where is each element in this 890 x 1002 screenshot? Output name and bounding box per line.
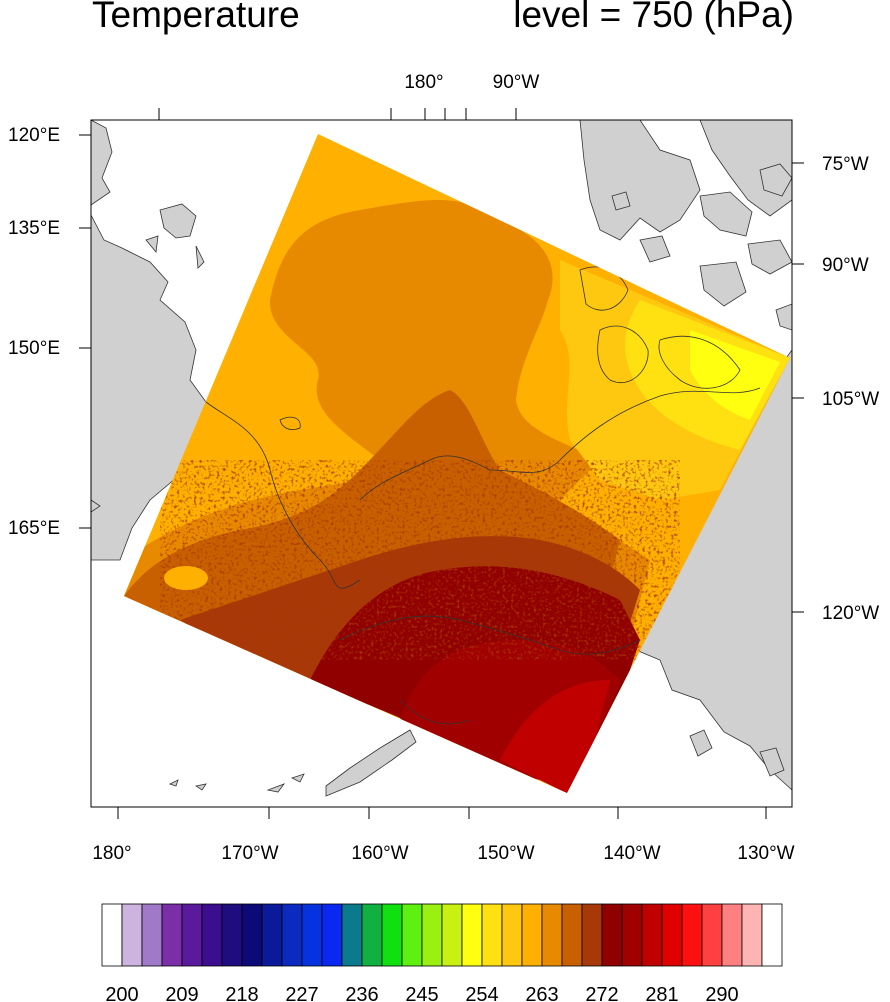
colorbar-swatch (641, 903, 663, 967)
bottom-label-180: 180° (92, 843, 131, 864)
colorbar-swatch (101, 903, 123, 967)
colorbar-label: 200 (105, 984, 138, 1002)
colorbar-label: 254 (465, 984, 498, 1002)
right-label-75w: 75°W (822, 154, 869, 175)
colorbar-swatch (321, 903, 343, 967)
colorbar-swatch (521, 903, 543, 967)
colorbar-label: 281 (645, 984, 678, 1002)
top-label-180: 180° (404, 72, 443, 93)
land-mass-northeast (579, 120, 701, 241)
colorbar-swatch (221, 903, 243, 967)
colorbar-swatch (421, 903, 443, 967)
colorbar-swatch (241, 903, 263, 967)
right-ticks (792, 162, 804, 613)
colorbar-swatch (601, 903, 623, 967)
colorbar-swatch (261, 903, 283, 967)
left-label-120e: 120°E (8, 125, 60, 146)
colorbar-swatch (161, 903, 183, 967)
colorbar-swatch (461, 903, 483, 967)
temp-band-254-core (690, 330, 780, 420)
colorbar-swatch (281, 903, 303, 967)
colorbar-swatch (661, 903, 683, 967)
right-label-90w: 90°W (822, 255, 869, 276)
map-title: Temperature (92, 0, 300, 35)
colorbar-swatch (401, 903, 423, 967)
colorbar-label: 218 (225, 984, 258, 1002)
bottom-label-160w: 160°W (351, 843, 408, 864)
colorbar-swatch (361, 903, 383, 967)
colorbar-swatch (761, 903, 783, 967)
top-label-90w: 90°W (493, 72, 540, 93)
left-ticks (79, 134, 91, 529)
colorbar-label: 236 (345, 984, 378, 1002)
colorbar-swatch (481, 903, 503, 967)
land-mass-west-2 (91, 214, 213, 561)
colorbar-swatch (541, 903, 563, 967)
colorbar-swatch (181, 903, 203, 967)
left-label-150e: 150°E (8, 338, 60, 359)
colorbar-swatch (741, 903, 763, 967)
temp-band-267-north (269, 200, 600, 500)
temp-warm-spot (164, 566, 208, 590)
land-mass-west (91, 120, 113, 206)
colorbar-swatch (141, 903, 163, 967)
colorbar-label: 209 (165, 984, 198, 1002)
land-layer (91, 120, 792, 797)
level-subtitle: level = 750 (hPa) (513, 0, 794, 35)
colorbar-swatch (501, 903, 523, 967)
colorbar-labels: 200 209 218 227 236 245 254 263 272 281 290 (105, 984, 738, 1002)
bottom-label-150w: 150°W (477, 843, 534, 864)
colorbar-swatch (561, 903, 583, 967)
bottom-label-140w: 140°W (603, 843, 660, 864)
right-label-105w: 105°W (822, 389, 879, 410)
bottom-ticks (117, 807, 767, 819)
top-ticks (158, 108, 517, 120)
colorbar-swatch (341, 903, 363, 967)
colorbar-swatch (701, 903, 723, 967)
colorbar-swatch (681, 903, 703, 967)
colorbar-swatch (301, 903, 323, 967)
left-label-165e: 165°E (8, 518, 60, 539)
map-frame-border (90, 119, 793, 808)
colorbar-swatch (441, 903, 463, 967)
bottom-label-170w: 170°W (221, 843, 278, 864)
colorbar-label: 263 (525, 984, 558, 1002)
colorbar-swatch (381, 903, 403, 967)
colorbar-label: 290 (705, 984, 738, 1002)
colorbar-label: 245 (405, 984, 438, 1002)
colorbar (101, 903, 783, 967)
right-label-120w: 120°W (822, 603, 879, 624)
colorbar-label: 272 (585, 984, 618, 1002)
bottom-label-130w: 130°W (737, 843, 794, 864)
colorbar-label: 227 (285, 984, 318, 1002)
colorbar-swatch (581, 903, 603, 967)
colorbar-swatch (721, 903, 743, 967)
left-label-135e: 135°E (8, 218, 60, 239)
colorbar-swatch (121, 903, 143, 967)
colorbar-swatch (201, 903, 223, 967)
colorbar-swatch (621, 903, 643, 967)
